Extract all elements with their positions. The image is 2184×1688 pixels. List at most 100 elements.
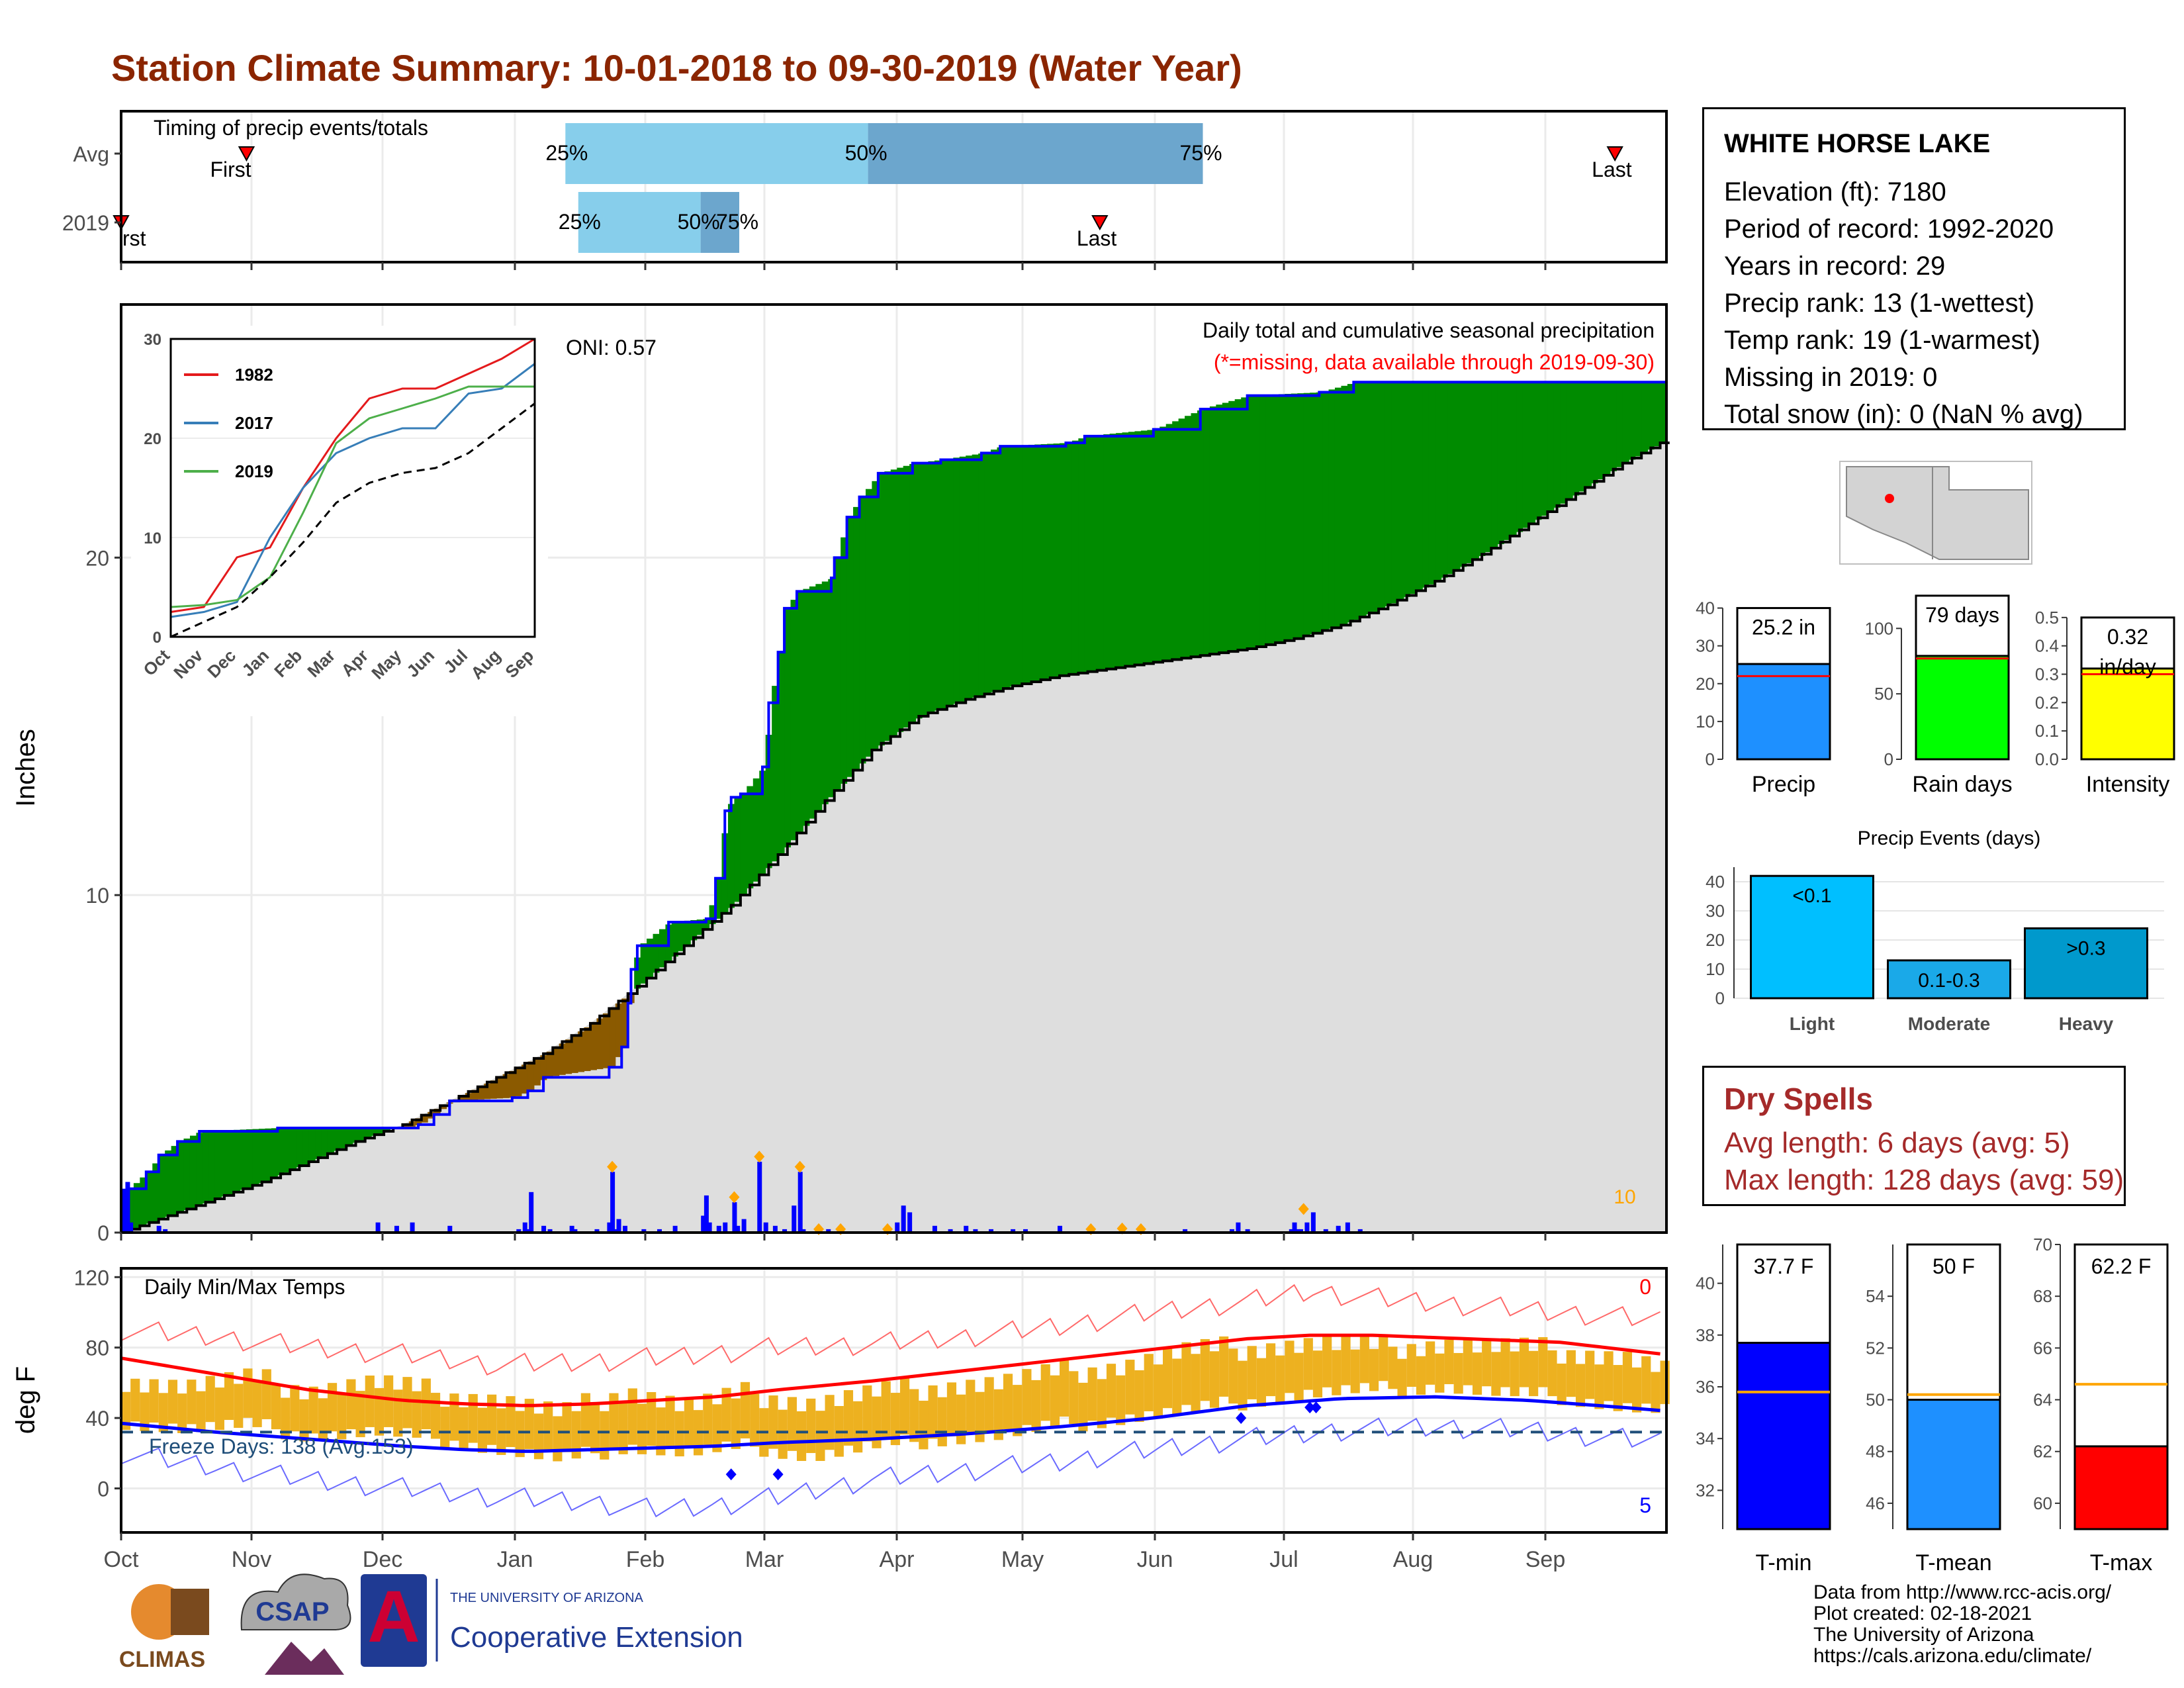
above-normal-fill: [1572, 382, 1580, 496]
daily-precip-bar: [572, 1229, 578, 1233]
above-normal-fill: [1334, 387, 1342, 628]
temp-chart-title: Daily Min/Max Temps: [144, 1275, 345, 1299]
above-normal-fill: [865, 489, 872, 757]
summary-value-label: 25.2 in: [1752, 616, 1815, 639]
precip-panel-frame: [120, 303, 1668, 1234]
daily-precip-bar: [1304, 1222, 1310, 1233]
precip-y-tick-label: 20: [85, 546, 109, 570]
below-normal-fill: [533, 1058, 541, 1086]
daily-temp-range-bar: [1575, 1364, 1586, 1407]
above-normal-fill: [1185, 416, 1192, 658]
daily-temp-range-bar: [1247, 1346, 1257, 1399]
precip-y-tick-label: 10: [85, 884, 109, 908]
inset-normal-line: [170, 402, 535, 638]
above-normal-fill: [1566, 382, 1573, 500]
above-normal-fill: [384, 1127, 390, 1132]
timing-2019-last-marker: [1091, 215, 1109, 231]
oni-value: ONI: 0.57: [566, 336, 657, 359]
above-normal-fill: [1272, 394, 1279, 643]
above-normal-fill: [214, 1131, 222, 1199]
above-normal-fill: [202, 1131, 209, 1203]
above-normal-fill: [1034, 444, 1042, 681]
above-normal-fill: [1265, 395, 1273, 645]
daily-temp-range-bar: [768, 1395, 778, 1449]
daily-temp-range-bar: [1491, 1352, 1501, 1396]
above-normal-fill: [152, 1163, 159, 1222]
daily-temp-range-bar: [946, 1382, 957, 1436]
events-title: Precip Events (days): [1858, 827, 2041, 849]
daily-temp-range-bar: [1651, 1372, 1661, 1413]
temp-y-tick-label: 120: [74, 1266, 109, 1289]
daily-temp-range-bar: [308, 1386, 318, 1434]
timing-2019-last-label: Last: [1077, 226, 1117, 250]
daily-temp-range-bar: [1256, 1358, 1266, 1407]
above-normal-fill: [803, 588, 810, 826]
above-normal-fill: [1416, 382, 1423, 591]
daily-temp-range-bar: [477, 1407, 488, 1453]
summary-y-tick-label: 0.3: [2035, 665, 2059, 684]
daily-temp-range-bar: [1200, 1338, 1210, 1401]
above-normal-fill: [1397, 382, 1404, 600]
above-normal-fill: [1116, 433, 1123, 668]
temp-summary-y-tick-label: 38: [1696, 1325, 1715, 1345]
daily-temp-range-bar: [440, 1407, 450, 1449]
timing-avg-p25-label: 25%: [545, 141, 588, 165]
events-y-tick-label: 20: [1706, 930, 1725, 950]
above-normal-fill: [903, 465, 910, 727]
above-normal-fill: [189, 1135, 197, 1208]
daily-precip-bar: [964, 1225, 969, 1233]
daily-precip-bar: [516, 1229, 522, 1233]
above-normal-fill: [1060, 443, 1066, 676]
above-normal-fill: [915, 463, 923, 719]
daily-temp-range-bar: [1538, 1337, 1548, 1387]
timing-avg-last-label: Last: [1592, 158, 1632, 181]
above-normal-fill: [959, 456, 966, 702]
above-normal-fill: [1322, 391, 1330, 631]
above-normal-fill: [897, 467, 904, 732]
daily-precip-bar: [163, 1229, 168, 1233]
below-normal-fill: [621, 998, 629, 1047]
daily-precip-bar: [447, 1225, 453, 1233]
above-normal-fill: [640, 943, 647, 984]
credit-plot-created: Plot created: 02-18-2021: [1813, 1603, 2032, 1624]
record-low-marker: [725, 1468, 737, 1481]
below-normal-fill: [553, 1047, 560, 1076]
temp-summary-category-label: T-mean: [1915, 1550, 1991, 1575]
daily-precip-bar: [973, 1229, 978, 1233]
above-normal-fill: [690, 919, 698, 941]
above-normal-fill: [283, 1127, 291, 1173]
daily-temp-range-bar: [1416, 1356, 1426, 1395]
below-normal-fill: [615, 1004, 622, 1057]
csap-logo-text: CSAP: [255, 1597, 329, 1626]
daily-temp-range-bar: [1265, 1343, 1276, 1397]
daily-temp-range-bar: [984, 1377, 994, 1432]
daily-temp-range-bar: [703, 1393, 713, 1445]
above-normal-fill: [778, 652, 785, 855]
daily-temp-range-bar: [1453, 1352, 1463, 1394]
below-normal-fill: [502, 1074, 510, 1098]
daily-temp-range-bar: [1285, 1340, 1295, 1393]
climas-logo-block: [171, 1589, 209, 1635]
daily-temp-range-bar: [187, 1380, 197, 1425]
above-normal-fill: [821, 581, 829, 804]
temp-summary-y-tick-label: 54: [1866, 1286, 1885, 1306]
inset-y-tick-label: 0: [153, 629, 161, 647]
summary-y-tick-label: 50: [1874, 684, 1893, 704]
timing-row-label: 2019: [62, 211, 109, 235]
summary-y-tick-label: 20: [1696, 674, 1715, 694]
daily-temp-range-bar: [731, 1398, 741, 1449]
above-normal-fill: [1310, 393, 1317, 634]
above-normal-fill: [1015, 445, 1023, 686]
above-normal-fill: [1647, 382, 1655, 450]
above-normal-fill: [1654, 382, 1661, 447]
above-normal-fill: [928, 461, 935, 713]
above-normal-fill: [208, 1131, 216, 1201]
above-normal-fill: [1410, 382, 1417, 594]
month-axis-label: Jul: [1269, 1547, 1298, 1572]
above-normal-fill: [234, 1129, 241, 1192]
daily-precip-bar: [594, 1229, 600, 1233]
above-normal-fill: [696, 919, 704, 935]
daily-temp-range-bar: [1482, 1338, 1492, 1387]
temp-summary-y-tick-label: 46: [1866, 1493, 1885, 1513]
daily-temp-range-bar: [468, 1393, 478, 1443]
